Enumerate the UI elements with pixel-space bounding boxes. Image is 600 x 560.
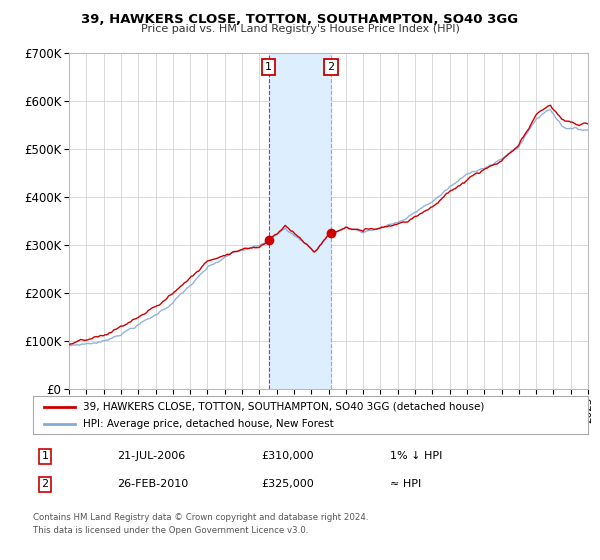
Text: £310,000: £310,000 [261, 451, 314, 461]
Text: ≈ HPI: ≈ HPI [390, 479, 421, 489]
Text: 39, HAWKERS CLOSE, TOTTON, SOUTHAMPTON, SO40 3GG (detached house): 39, HAWKERS CLOSE, TOTTON, SOUTHAMPTON, … [83, 402, 484, 412]
Text: 26-FEB-2010: 26-FEB-2010 [117, 479, 188, 489]
Text: 39, HAWKERS CLOSE, TOTTON, SOUTHAMPTON, SO40 3GG: 39, HAWKERS CLOSE, TOTTON, SOUTHAMPTON, … [82, 13, 518, 26]
Text: 2: 2 [328, 62, 335, 72]
Text: Contains HM Land Registry data © Crown copyright and database right 2024.: Contains HM Land Registry data © Crown c… [33, 514, 368, 522]
Bar [269, 53, 331, 389]
Text: This data is licensed under the Open Government Licence v3.0.: This data is licensed under the Open Gov… [33, 526, 308, 535]
Text: 1: 1 [41, 451, 49, 461]
Text: HPI: Average price, detached house, New Forest: HPI: Average price, detached house, New … [83, 419, 334, 430]
Text: 1: 1 [265, 62, 272, 72]
Text: 2: 2 [41, 479, 49, 489]
Text: 1% ↓ HPI: 1% ↓ HPI [390, 451, 442, 461]
Text: 21-JUL-2006: 21-JUL-2006 [117, 451, 185, 461]
Text: Price paid vs. HM Land Registry's House Price Index (HPI): Price paid vs. HM Land Registry's House … [140, 24, 460, 34]
Text: £325,000: £325,000 [261, 479, 314, 489]
